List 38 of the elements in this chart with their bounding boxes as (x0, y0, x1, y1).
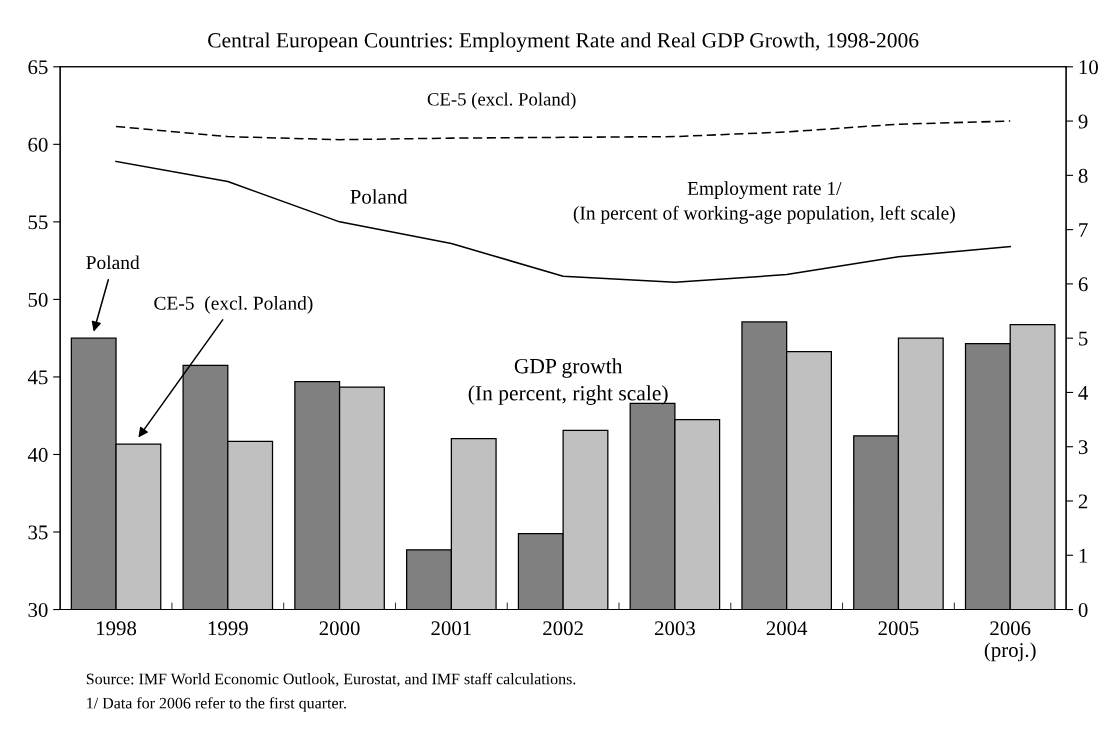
x-tick-label: 2002 (543, 621, 583, 636)
y2-tick-label: 1 (1079, 548, 1088, 563)
annotation: Employment rate 1/ (In percent of working-age population, left scale) (573, 181, 955, 224)
chart-title: Central European Countries: Employment Rate and Real GDP Growth, 1998-2006 (208, 32, 919, 52)
y2-tick-label: 2 (1078, 494, 1088, 509)
y-tick-label: 60 (28, 137, 48, 152)
y-tick-label: 65 (28, 60, 48, 75)
x-tick-label: 2006 (proj.) (984, 621, 1036, 662)
x-tick-label: 1999 (208, 621, 248, 636)
series-label: CE-5 (excl. Poland) (427, 92, 576, 110)
y2-tick-label: 3 (1078, 440, 1088, 455)
x-tick-label: 1998 (97, 621, 137, 636)
annotation: GDP growth (In percent, right scale) (468, 358, 668, 405)
x-tick-label: 2000 (319, 621, 360, 636)
y-tick-label: 55 (28, 215, 48, 230)
source-note: Source: IMF World Economic Outlook, Eurostat, and IMF staff calculations. (86, 672, 576, 687)
y2-tick-label: 9 (1078, 114, 1088, 129)
y2-tick-label: 7 (1079, 223, 1088, 237)
y-tick-label: 40 (27, 447, 48, 462)
y2-tick-label: 8 (1078, 168, 1088, 183)
text: 1/ Data for 2006 refer to the first quarter. (87, 697, 346, 712)
y-tick-label: 45 (27, 370, 48, 385)
y2-tick-label: 6 (1078, 277, 1088, 292)
x-tick-label: 2003 (654, 621, 695, 636)
x-tick-label: 2005 (878, 621, 919, 636)
series-label: Poland (350, 189, 408, 204)
y2-tick-label: 4 (1078, 385, 1088, 400)
y-tick-label: 30 (28, 602, 48, 617)
y2-tick-label: 5 (1079, 331, 1088, 346)
x-tick-label: 2001 (431, 621, 471, 636)
text: CE-5 (excl. Poland) (154, 296, 313, 314)
y2-tick-label: 10 (1079, 60, 1098, 75)
line-series (115, 120, 1011, 141)
x-tick-label: 2004 (766, 621, 808, 636)
y2-tick-label: 0 (1078, 602, 1088, 617)
text: Poland (86, 255, 140, 270)
y-tick-label: 50 (28, 292, 48, 307)
y-tick-label: 35 (28, 525, 48, 540)
